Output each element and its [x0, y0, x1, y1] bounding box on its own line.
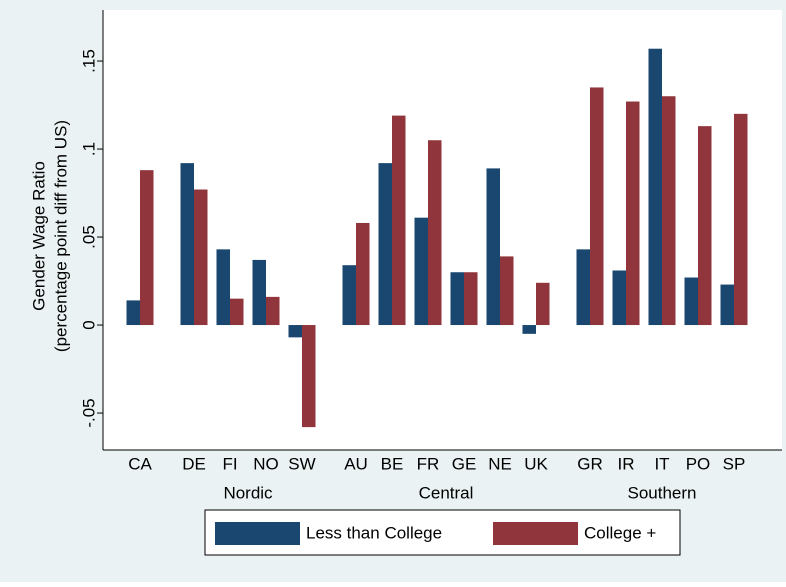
bar	[342, 265, 356, 326]
y-tick-label: .1	[79, 142, 98, 156]
bar	[378, 163, 392, 326]
bar	[140, 170, 154, 326]
bar	[126, 300, 140, 326]
bar	[734, 113, 748, 326]
bar	[230, 298, 244, 326]
x-tick-label: NO	[253, 454, 279, 473]
y-axis-title: Gender Wage Ratio	[29, 161, 48, 311]
bar	[266, 296, 280, 326]
bar	[194, 189, 208, 326]
x-tick-label: NE	[488, 454, 512, 473]
bar	[356, 222, 370, 326]
bar	[698, 126, 712, 326]
x-tick-label: SP	[723, 454, 746, 473]
bar	[522, 325, 536, 334]
y-tick-label: 0	[79, 320, 98, 329]
legend-swatch	[215, 522, 300, 545]
bar	[288, 325, 302, 338]
bar	[684, 277, 698, 326]
bar	[302, 325, 316, 428]
x-tick-label: AU	[344, 454, 368, 473]
bar	[536, 282, 550, 326]
legend-label: College +	[584, 523, 656, 542]
x-tick-label: CA	[128, 454, 152, 473]
bar	[252, 259, 266, 326]
bar	[486, 168, 500, 326]
y-tick-label: .05	[79, 225, 98, 249]
x-tick-label: FR	[417, 454, 440, 473]
group-label: Southern	[628, 483, 697, 502]
bar	[720, 284, 734, 326]
y-axis-title: (percentage point diff from US)	[51, 120, 70, 352]
bar	[464, 272, 478, 326]
group-label: Central	[419, 483, 474, 502]
x-tick-label: BE	[381, 454, 404, 473]
x-tick-label: SW	[288, 454, 315, 473]
bar	[216, 249, 230, 326]
x-tick-label: IT	[654, 454, 669, 473]
x-tick-label: DE	[182, 454, 206, 473]
x-tick-label: IR	[618, 454, 635, 473]
bar	[450, 272, 464, 326]
x-tick-label: UK	[524, 454, 548, 473]
bar	[626, 101, 640, 326]
bar	[662, 96, 676, 326]
x-tick-label: PO	[686, 454, 711, 473]
bar	[180, 163, 194, 326]
bar	[590, 87, 604, 326]
legend-label: Less than College	[306, 523, 442, 542]
x-tick-label: GR	[577, 454, 603, 473]
y-tick-label: -.05	[79, 398, 98, 427]
bar	[612, 270, 626, 326]
bar	[648, 48, 662, 326]
group-label: Nordic	[223, 483, 273, 502]
legend-swatch	[493, 522, 578, 545]
x-tick-label: FI	[222, 454, 237, 473]
bar	[500, 256, 514, 326]
bar	[414, 217, 428, 326]
bar	[392, 115, 406, 326]
bar	[576, 249, 590, 326]
bar	[428, 140, 442, 326]
y-tick-label: .15	[79, 49, 98, 73]
x-tick-label: GE	[452, 454, 477, 473]
